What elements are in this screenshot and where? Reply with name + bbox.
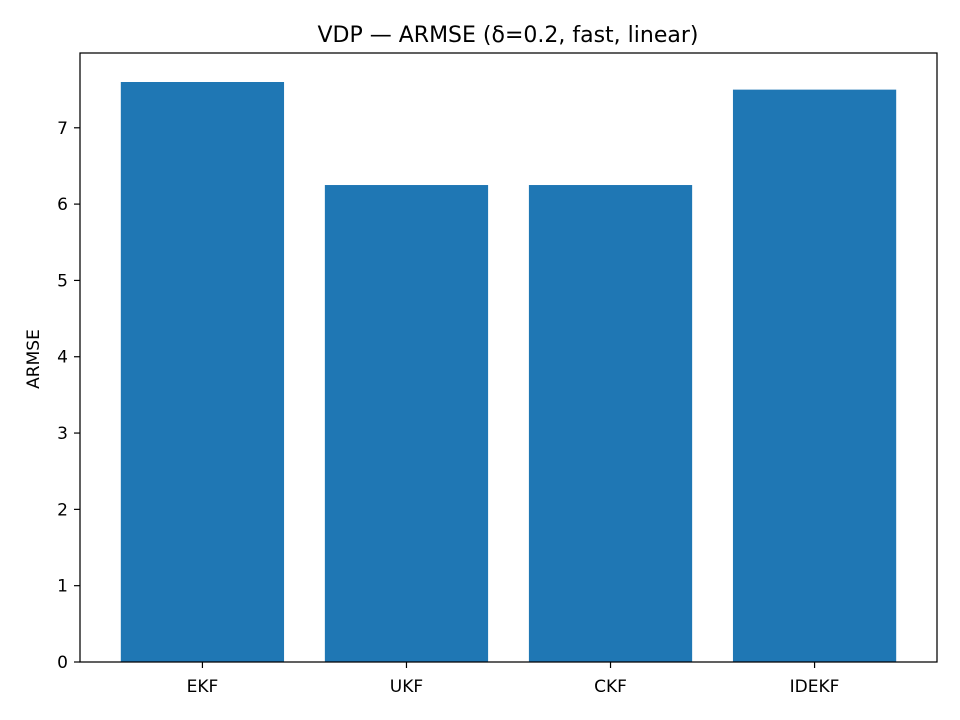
chart-title: VDP — ARMSE (δ=0.2, fast, linear) xyxy=(318,23,699,48)
x-tick-label: IDEKF xyxy=(790,677,840,697)
y-tick-label: 2 xyxy=(57,500,68,520)
bar-ekf xyxy=(120,82,285,662)
bar-ckf xyxy=(528,185,693,662)
y-tick-label: 7 xyxy=(57,119,68,139)
bar-ukf xyxy=(324,185,489,662)
plot-area: EKF UKF CKF IDEKF 0 1 2 3 4 5 6 7 xyxy=(57,82,897,697)
y-tick-label: 3 xyxy=(57,424,68,444)
bar-idekf xyxy=(732,89,897,662)
x-tick-label: CKF xyxy=(594,677,627,697)
y-tick-label: 6 xyxy=(57,195,68,215)
y-tick-label: 4 xyxy=(57,348,68,368)
x-tick-label: EKF xyxy=(187,677,219,697)
y-tick-label: 5 xyxy=(57,271,68,291)
y-axis-label: ARMSE xyxy=(24,329,44,389)
y-tick-label: 0 xyxy=(57,653,68,673)
x-tick-label: UKF xyxy=(390,677,423,697)
y-tick-label: 1 xyxy=(57,577,68,597)
plot-frame xyxy=(79,52,938,663)
